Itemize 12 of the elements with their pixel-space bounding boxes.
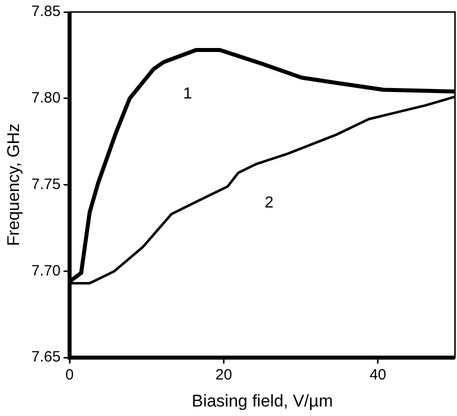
y-tick-label: 7.75 bbox=[31, 176, 61, 193]
x-axis-title: Biasing field, V/µm bbox=[192, 391, 333, 410]
y-tick-label: 7.65 bbox=[31, 348, 61, 366]
x-tick-label: 20 bbox=[215, 366, 232, 384]
y-tick-label: 7.80 bbox=[31, 90, 61, 107]
series-label: 2 bbox=[264, 194, 274, 212]
x-tick-label: 0 bbox=[65, 366, 74, 384]
x-tick-label: 40 bbox=[370, 366, 386, 384]
y-tick-label: 7.70 bbox=[31, 262, 61, 280]
y-tick-label: 7.85 bbox=[31, 3, 61, 20]
series-label: 1 bbox=[183, 85, 192, 102]
y-axis-title: Frequency, GHz bbox=[4, 124, 23, 246]
